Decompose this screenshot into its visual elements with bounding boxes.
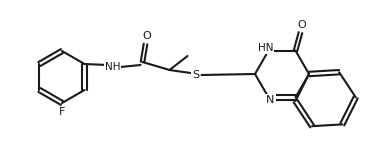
Text: S: S xyxy=(192,70,199,80)
Text: O: O xyxy=(142,31,151,41)
Text: F: F xyxy=(59,107,65,117)
Text: N: N xyxy=(266,95,275,105)
Text: O: O xyxy=(297,20,306,30)
Text: NH: NH xyxy=(105,62,120,72)
Text: HN: HN xyxy=(258,43,273,53)
